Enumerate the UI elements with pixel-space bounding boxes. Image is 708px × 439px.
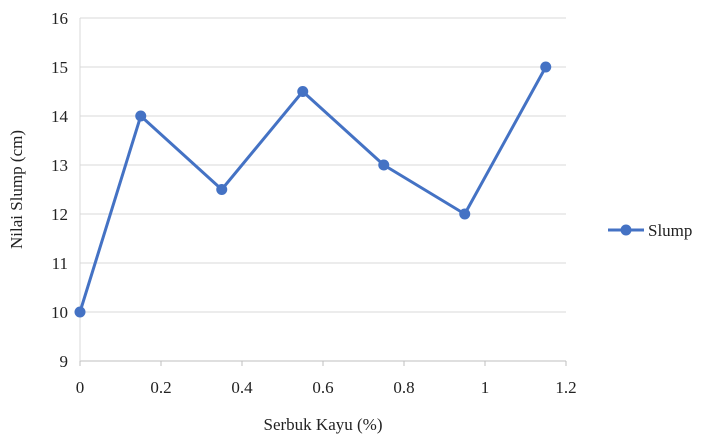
y-tick-label: 14 — [51, 107, 69, 126]
y-tick-label: 12 — [51, 205, 68, 224]
data-point — [459, 208, 471, 220]
data-point — [540, 61, 552, 73]
gridlines — [80, 17, 566, 313]
x-tick-label: 0.8 — [393, 378, 414, 397]
series-layer — [74, 61, 552, 318]
data-point — [216, 184, 228, 195]
x-tick-label: 0 — [76, 378, 85, 397]
y-tick-label: 16 — [51, 9, 68, 28]
legend: Slump — [608, 221, 692, 240]
y-axis-title: Nilai Slump (cm) — [7, 130, 26, 249]
data-point — [297, 86, 309, 97]
data-point — [74, 306, 86, 318]
y-tick-label: 11 — [52, 254, 68, 273]
y-tick-label: 15 — [51, 58, 68, 77]
y-tick-labels: 9 10 11 12 13 14 15 16 — [51, 9, 69, 371]
x-tick-label: 0.4 — [231, 378, 253, 397]
data-point — [378, 159, 390, 171]
x-tick-label: 0.2 — [150, 378, 171, 397]
x-tick-label: 1 — [481, 378, 490, 397]
data-point — [135, 110, 147, 122]
y-tick-label: 10 — [51, 303, 68, 322]
legend-label: Slump — [648, 221, 692, 240]
x-tick-label: 1.2 — [555, 378, 576, 397]
series-line-slump — [78, 66, 548, 313]
legend-marker-swatch — [620, 224, 632, 236]
y-tick-label: 9 — [60, 352, 69, 371]
y-tick-label: 13 — [51, 156, 68, 175]
x-tick-labels: 0 0.2 0.4 0.6 0.8 1 1.2 — [76, 361, 577, 397]
x-axis-title: Serbuk Kayu (%) — [264, 415, 383, 434]
x-tick-label: 0.6 — [312, 378, 333, 397]
